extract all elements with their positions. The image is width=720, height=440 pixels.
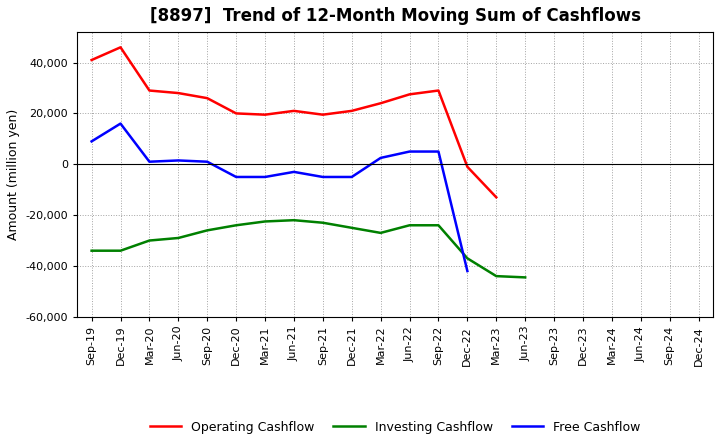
Operating Cashflow xyxy=(377,101,385,106)
Investing Cashflow xyxy=(492,274,500,279)
Operating Cashflow xyxy=(87,57,96,62)
Investing Cashflow xyxy=(232,223,240,228)
Free Cashflow xyxy=(116,121,125,126)
Investing Cashflow xyxy=(261,219,269,224)
Y-axis label: Amount (million yen): Amount (million yen) xyxy=(7,109,20,240)
Investing Cashflow xyxy=(463,256,472,261)
Free Cashflow xyxy=(405,149,414,154)
Legend: Operating Cashflow, Investing Cashflow, Free Cashflow: Operating Cashflow, Investing Cashflow, … xyxy=(145,416,645,439)
Free Cashflow xyxy=(261,174,269,180)
Operating Cashflow xyxy=(348,108,356,114)
Line: Free Cashflow: Free Cashflow xyxy=(91,124,467,271)
Operating Cashflow xyxy=(405,92,414,97)
Title: [8897]  Trend of 12-Month Moving Sum of Cashflows: [8897] Trend of 12-Month Moving Sum of C… xyxy=(150,7,641,25)
Free Cashflow xyxy=(463,268,472,274)
Investing Cashflow xyxy=(348,225,356,231)
Free Cashflow xyxy=(348,174,356,180)
Free Cashflow xyxy=(232,174,240,180)
Operating Cashflow xyxy=(434,88,443,93)
Free Cashflow xyxy=(318,174,327,180)
Operating Cashflow xyxy=(203,95,212,101)
Free Cashflow xyxy=(87,139,96,144)
Line: Investing Cashflow: Investing Cashflow xyxy=(91,220,525,277)
Investing Cashflow xyxy=(405,223,414,228)
Operating Cashflow xyxy=(145,88,154,93)
Operating Cashflow xyxy=(261,112,269,117)
Investing Cashflow xyxy=(87,248,96,253)
Free Cashflow xyxy=(289,169,298,175)
Line: Operating Cashflow: Operating Cashflow xyxy=(91,48,496,197)
Operating Cashflow xyxy=(463,164,472,169)
Investing Cashflow xyxy=(521,275,529,280)
Investing Cashflow xyxy=(203,228,212,233)
Operating Cashflow xyxy=(289,108,298,114)
Investing Cashflow xyxy=(377,230,385,235)
Investing Cashflow xyxy=(174,235,183,241)
Free Cashflow xyxy=(434,149,443,154)
Free Cashflow xyxy=(377,155,385,161)
Investing Cashflow xyxy=(434,223,443,228)
Free Cashflow xyxy=(145,159,154,165)
Operating Cashflow xyxy=(232,111,240,116)
Investing Cashflow xyxy=(116,248,125,253)
Operating Cashflow xyxy=(174,91,183,96)
Investing Cashflow xyxy=(318,220,327,225)
Investing Cashflow xyxy=(289,217,298,223)
Operating Cashflow xyxy=(492,194,500,200)
Operating Cashflow xyxy=(116,45,125,50)
Free Cashflow xyxy=(203,159,212,165)
Free Cashflow xyxy=(174,158,183,163)
Investing Cashflow xyxy=(145,238,154,243)
Operating Cashflow xyxy=(318,112,327,117)
